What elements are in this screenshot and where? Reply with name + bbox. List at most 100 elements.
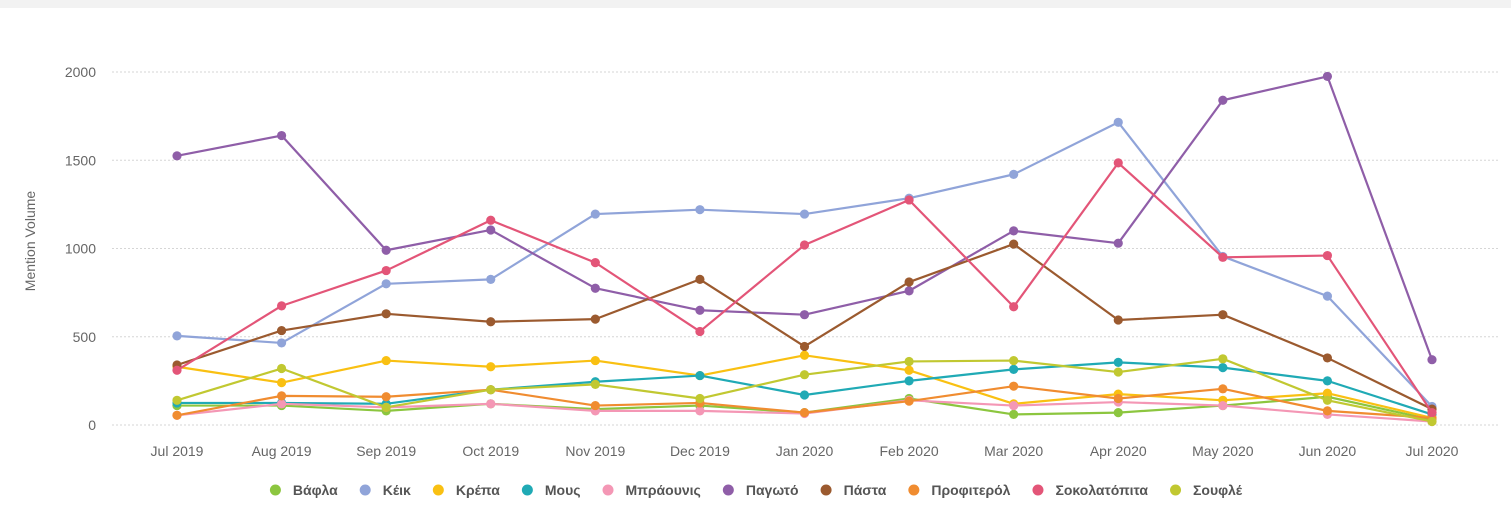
data-point[interactable] [1427,408,1437,418]
data-point[interactable] [381,392,391,402]
data-point[interactable] [799,209,810,219]
data-point[interactable] [172,395,182,405]
legend-item[interactable]: Κρέπα [432,482,500,498]
data-point[interactable] [590,400,600,411]
data-point[interactable] [1113,117,1123,127]
data-point[interactable] [904,396,914,406]
legend-item[interactable]: Μπράουνις [602,482,701,498]
data-point[interactable] [276,378,287,388]
data-point[interactable] [695,274,705,284]
data-point[interactable] [172,410,182,420]
data-point[interactable] [172,331,182,341]
data-point[interactable] [381,402,391,412]
data-point[interactable] [1322,406,1333,416]
data-point[interactable] [1009,409,1019,420]
data-point[interactable] [1218,354,1228,364]
data-point[interactable] [1322,353,1333,363]
data-point[interactable] [1322,388,1333,398]
data-point[interactable] [381,265,391,276]
data-point[interactable] [1218,384,1228,394]
legend[interactable]: Βάφλα Κέικ Κρέπα Μους Μπράουνις Παγωτό Πάστα Πρ… [269,482,1243,498]
data-point[interactable] [904,376,914,386]
legend-item[interactable]: Κέικ [359,482,411,498]
data-point[interactable] [799,310,810,320]
data-point[interactable] [1009,381,1019,391]
data-point[interactable] [1113,393,1123,404]
legend-item[interactable]: Παγωτό [722,482,799,498]
data-point[interactable] [1322,395,1333,405]
data-point[interactable] [904,277,914,287]
data-point[interactable] [1009,355,1019,366]
data-point[interactable] [799,390,810,400]
data-point[interactable] [695,393,705,404]
data-point[interactable] [799,350,810,360]
data-point[interactable] [590,209,600,219]
data-point[interactable] [1427,355,1437,365]
data-point[interactable] [1322,291,1333,301]
data-point[interactable] [1009,226,1019,236]
data-point[interactable] [1218,252,1228,262]
data-point[interactable] [904,195,914,205]
data-point[interactable] [486,225,496,235]
data-point[interactable] [381,309,391,319]
data-point[interactable] [1427,416,1437,427]
data-point[interactable] [590,379,600,390]
data-point[interactable] [1009,400,1019,411]
data-point[interactable] [1113,408,1123,418]
legend-item[interactable]: Σοκολατόπιτα [1032,482,1148,498]
data-point[interactable] [1218,363,1228,373]
data-point[interactable] [172,151,182,161]
data-point[interactable] [904,286,914,296]
data-point[interactable] [276,325,287,336]
legend-item[interactable]: Πάστα [820,482,887,498]
data-point[interactable] [695,370,705,381]
data-point[interactable] [1009,239,1019,249]
data-point[interactable] [799,240,810,250]
data-point[interactable] [276,130,287,141]
data-point[interactable] [1322,376,1333,386]
data-point[interactable] [276,363,287,374]
legend-item[interactable]: Μους [521,482,581,498]
data-point[interactable] [276,391,287,401]
data-point[interactable] [695,326,705,337]
data-point[interactable] [590,314,600,324]
data-point[interactable] [172,365,182,375]
data-point[interactable] [276,301,287,311]
data-point[interactable] [799,408,810,418]
data-point[interactable] [486,215,496,225]
data-point[interactable] [799,370,810,380]
data-point[interactable] [1113,238,1123,248]
legend-item[interactable]: Σουφλέ [1170,482,1243,498]
data-point[interactable] [1009,364,1019,375]
data-point[interactable] [1113,357,1123,367]
data-point[interactable] [590,355,600,366]
data-point[interactable] [486,399,496,409]
data-point[interactable] [695,305,705,315]
data-point[interactable] [486,317,496,327]
data-point[interactable] [381,245,391,255]
data-point[interactable] [381,279,391,289]
data-point[interactable] [1218,95,1228,105]
data-point[interactable] [1322,71,1333,82]
data-point[interactable] [1009,169,1019,179]
data-point[interactable] [486,362,496,372]
data-point[interactable] [1113,367,1123,377]
data-point[interactable] [1218,400,1228,411]
data-point[interactable] [590,283,600,293]
data-point[interactable] [486,385,496,395]
data-point[interactable] [1113,158,1123,168]
data-point[interactable] [276,399,287,409]
data-point[interactable] [695,406,705,416]
data-point[interactable] [904,365,914,375]
data-point[interactable] [276,338,287,348]
data-point[interactable] [1113,315,1123,325]
legend-item[interactable]: Προφιτερόλ [908,482,1011,498]
data-point[interactable] [1009,302,1019,312]
data-point[interactable] [1218,310,1228,320]
data-point[interactable] [590,258,600,268]
data-point[interactable] [695,205,705,215]
data-point[interactable] [1322,250,1333,261]
data-point[interactable] [381,355,391,366]
data-point[interactable] [799,341,810,352]
data-point[interactable] [486,274,496,284]
